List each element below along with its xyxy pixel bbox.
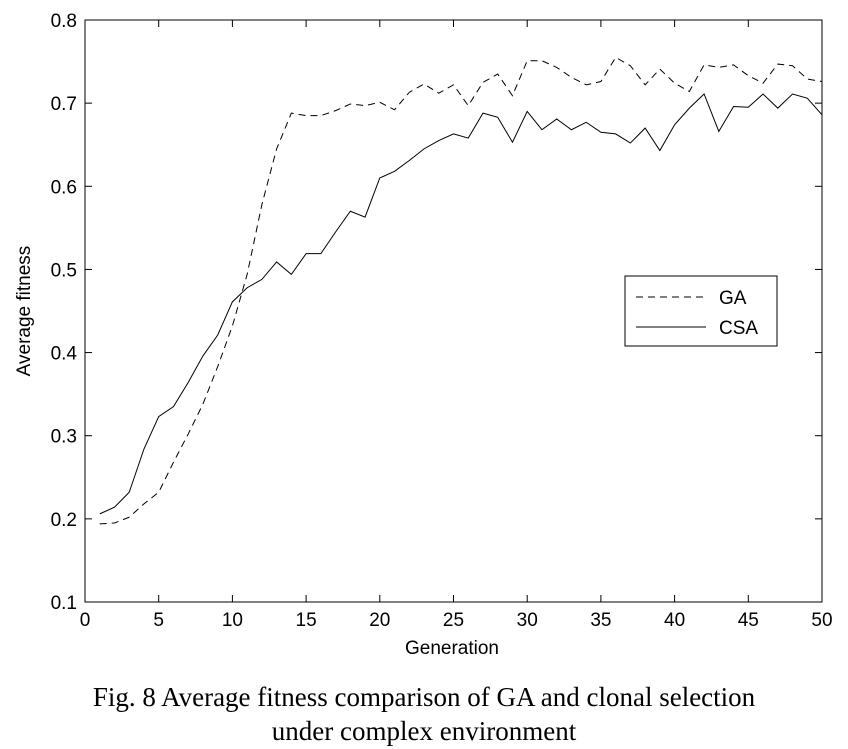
legend: GA CSA: [624, 275, 778, 347]
legend-box: [624, 275, 778, 347]
series-line-csa: [99, 93, 823, 515]
figure-caption-line1: Fig. 8 Average fitness comparison of GA …: [92, 682, 756, 712]
y-tick-label: 0.4: [51, 344, 78, 365]
x-axis-title: Generation: [405, 638, 499, 659]
legend-label-csa: CSA: [719, 318, 758, 339]
y-tick-label: 0.1: [51, 593, 77, 614]
y-tick-label: 0.3: [51, 427, 77, 448]
series-line-ga: [99, 56, 823, 525]
x-tick-label: 15: [296, 610, 317, 631]
y-tick-label: 0.5: [51, 260, 77, 281]
x-tick-label: 30: [517, 610, 538, 631]
x-tick-label: 20: [369, 610, 390, 631]
x-tick-label: 0: [80, 610, 91, 631]
legend-label-ga: GA: [719, 288, 747, 309]
y-tick-label: 0.8: [51, 11, 77, 32]
x-tick-label: 45: [738, 610, 759, 631]
y-tick-label: 0.7: [51, 94, 77, 115]
x-tick-label: 50: [811, 610, 832, 631]
data-series: [99, 56, 823, 525]
y-axis-title: Average fitness: [14, 246, 35, 377]
y-tick-label: 0.6: [51, 177, 77, 198]
axis-ticks: 0 5 10 15 20 25 30 35 40 45 50 0.1 0.2 0.3 0.4 0.5 0.6 0.…: [51, 11, 833, 631]
figure-caption-line2: under complex environment: [271, 716, 577, 746]
x-tick-label: 40: [664, 610, 685, 631]
x-tick-label: 5: [153, 610, 164, 631]
x-tick-label: 35: [590, 610, 611, 631]
x-tick-label: 10: [222, 610, 243, 631]
y-tick-label: 0.2: [51, 510, 77, 531]
x-tick-label: 25: [443, 610, 464, 631]
